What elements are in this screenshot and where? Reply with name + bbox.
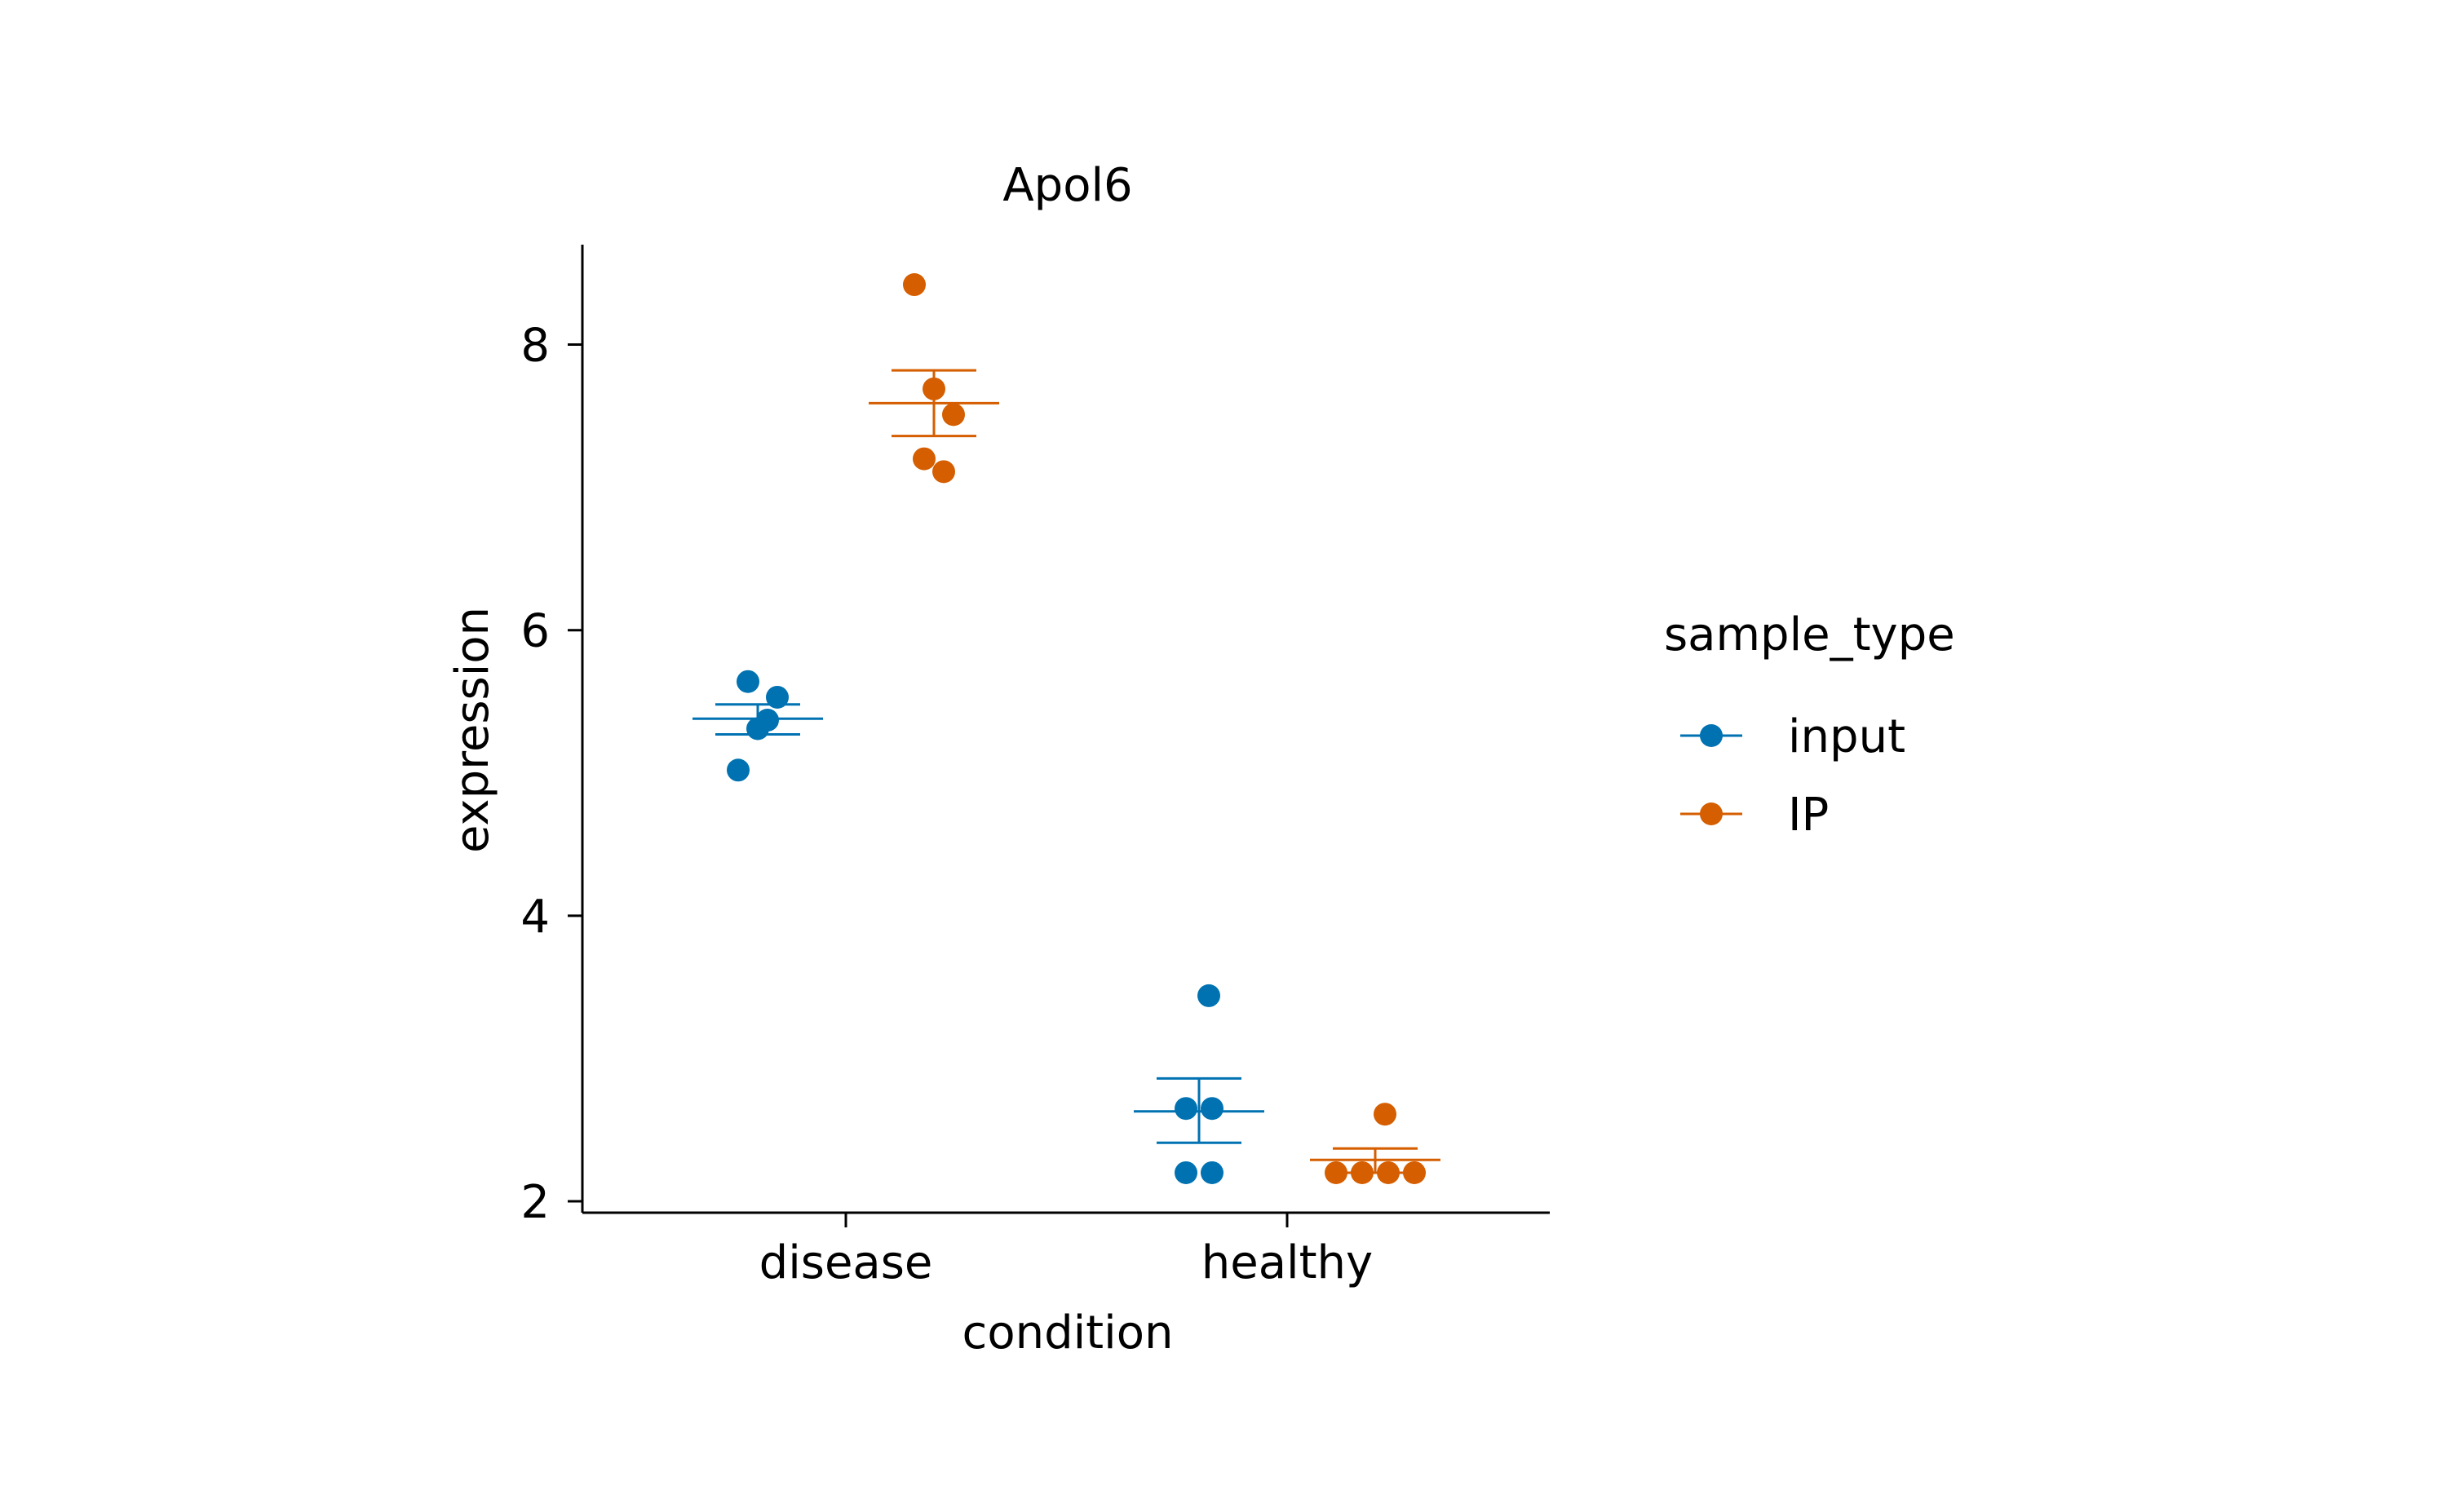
data-point-input — [737, 670, 759, 693]
x-axis-title: condition — [962, 1306, 1174, 1359]
legend-item-input: input — [1680, 710, 1905, 763]
data-point-input — [766, 685, 789, 709]
y-tick-label: 4 — [520, 891, 550, 944]
data-point-ip — [1377, 1161, 1400, 1184]
y-tick-label: 6 — [520, 605, 550, 658]
data-point-input — [1197, 984, 1220, 1007]
data-point-input — [1201, 1097, 1224, 1121]
legend-label: IP — [1788, 789, 1829, 842]
plot-area: 2 4 6 8 disease healthy — [520, 245, 1550, 1289]
data-point-input — [727, 758, 750, 782]
legend-item-ip: IP — [1680, 789, 1829, 842]
y-axis-title: expression — [446, 607, 499, 853]
data-point-ip — [1351, 1161, 1374, 1184]
legend: sample_type input IP — [1664, 608, 1955, 842]
data-point-ip — [913, 447, 936, 471]
error-bar — [1134, 1077, 1264, 1144]
chart-title: Apol6 — [1002, 159, 1132, 212]
data-point-input — [1175, 1161, 1197, 1184]
data-point-ip — [903, 273, 926, 297]
x-tick-label: disease — [759, 1236, 933, 1289]
legend-key-point — [1700, 802, 1723, 825]
data-point-ip — [1374, 1103, 1396, 1126]
data-point-ip — [923, 377, 945, 400]
data-point-input — [756, 708, 779, 732]
y-tick-label: 2 — [520, 1176, 550, 1229]
legend-key-point — [1700, 724, 1723, 747]
data-point-ip — [942, 403, 965, 427]
data-point-ip — [1325, 1161, 1347, 1184]
data-point-input — [1175, 1097, 1197, 1121]
data-point-ip — [932, 460, 955, 484]
data-point-ip — [1403, 1161, 1426, 1184]
legend-label: input — [1788, 710, 1905, 763]
x-tick-label: healthy — [1201, 1236, 1373, 1289]
legend-title: sample_type — [1664, 608, 1955, 661]
y-tick-label: 8 — [520, 320, 550, 373]
data-point-input — [1201, 1161, 1224, 1184]
